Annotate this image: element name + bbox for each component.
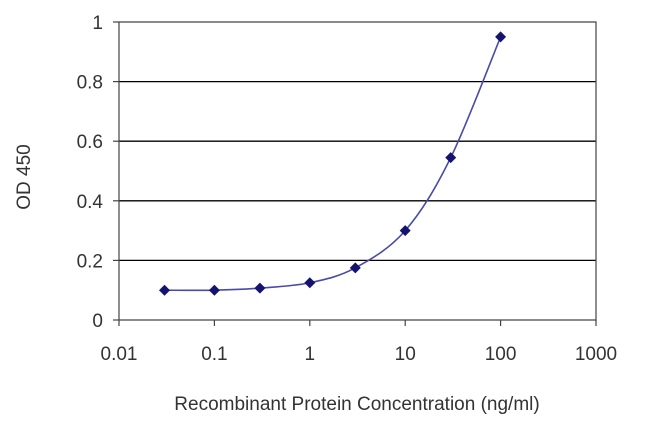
data-point bbox=[208, 284, 220, 296]
gridlines bbox=[119, 80, 596, 262]
x-tick-label: 10 bbox=[395, 344, 416, 365]
x-tick-label: 1000 bbox=[575, 344, 617, 365]
y-axis-title: OD 450 bbox=[14, 144, 35, 209]
y-tick-label: 0.6 bbox=[77, 132, 103, 153]
y-tick-label: 0 bbox=[92, 311, 103, 332]
y-tick-label: 0.4 bbox=[77, 192, 104, 213]
data-point bbox=[349, 262, 361, 274]
x-tick-label: 1 bbox=[305, 344, 316, 365]
y-tick-label: 0.2 bbox=[77, 251, 103, 272]
data-point bbox=[495, 31, 507, 43]
data-point bbox=[445, 152, 457, 164]
y-tick-label: 0.8 bbox=[77, 73, 103, 94]
x-axis-ticks: 0.01 0.1 1 10 100 1000 bbox=[101, 320, 617, 365]
data-point bbox=[159, 284, 171, 296]
x-tick-label: 0.1 bbox=[201, 344, 227, 365]
data-point bbox=[254, 282, 266, 294]
x-axis-title: Recombinant Protein Concentration (ng/ml… bbox=[174, 394, 539, 415]
axes bbox=[118, 21, 597, 321]
y-axis-ticks: 0 0.2 0.4 0.6 0.8 1 bbox=[77, 13, 119, 332]
data-point bbox=[399, 225, 411, 237]
x-tick-label: 100 bbox=[485, 344, 517, 365]
y-tick-label: 1 bbox=[92, 13, 103, 34]
data-points bbox=[159, 31, 507, 296]
series-line bbox=[164, 36, 502, 292]
x-tick-label: 0.01 bbox=[101, 344, 138, 365]
series bbox=[164, 36, 502, 292]
plot-frame bbox=[118, 21, 597, 321]
data-point bbox=[304, 277, 316, 289]
